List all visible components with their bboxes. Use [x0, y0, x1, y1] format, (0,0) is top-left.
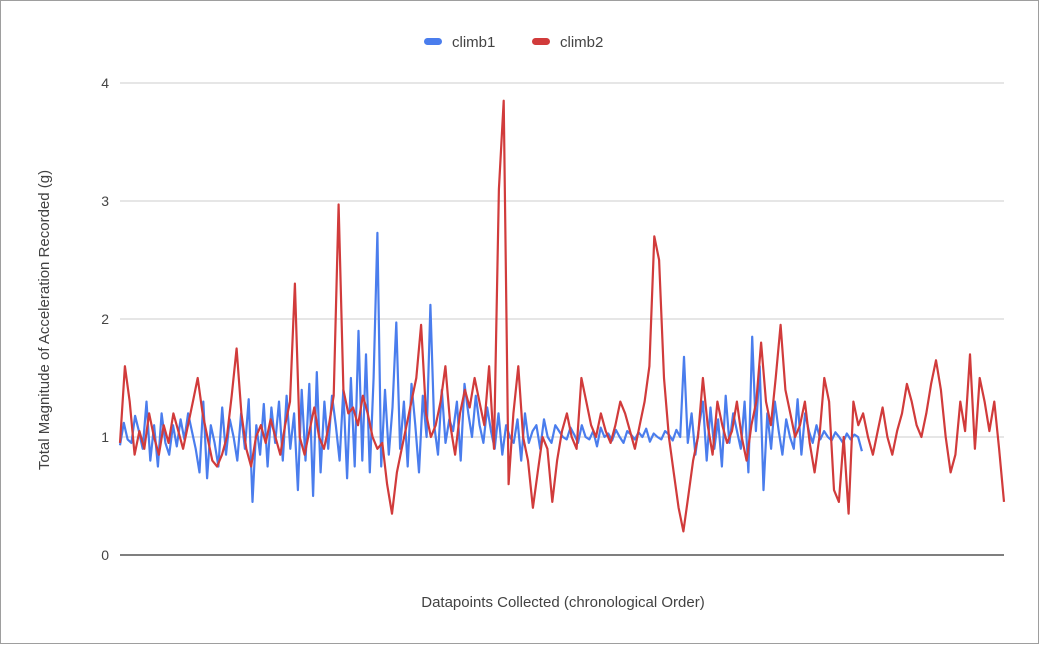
y-axis-label: Total Magnitude of Acceleration Recorded…	[36, 170, 53, 470]
series-line-climb1	[118, 231, 863, 503]
y-tick-labels: 0 1 2 3 4	[101, 75, 109, 563]
legend-label: climb2	[560, 34, 603, 51]
legend-swatch	[532, 38, 550, 45]
legend-item-climb1[interactable]: climb1	[424, 34, 495, 51]
legend-label: climb1	[452, 34, 495, 51]
y-tick-label: 4	[101, 75, 109, 91]
x-axis-label: Datapoints Collected (chronological Orde…	[421, 594, 704, 611]
y-tick-label: 2	[101, 311, 109, 327]
series-lines	[118, 99, 1006, 533]
legend-swatch	[424, 38, 442, 45]
legend-item-climb2[interactable]: climb2	[532, 34, 603, 51]
y-tick-label: 1	[101, 429, 109, 445]
y-tick-label: 3	[101, 193, 109, 209]
legend[interactable]: climb1 climb2	[424, 34, 603, 51]
series-line-climb2	[118, 99, 1006, 533]
y-tick-label: 0	[101, 547, 109, 563]
